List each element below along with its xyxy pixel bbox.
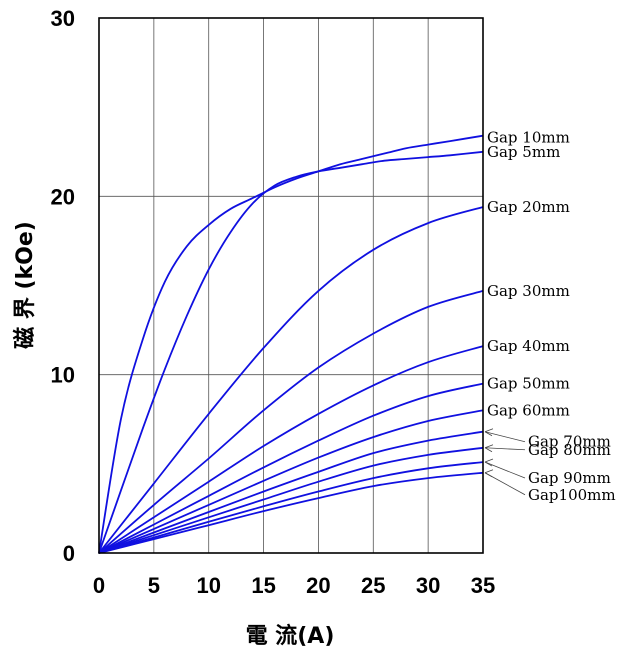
series-line-9	[98, 461, 484, 554]
series-line-10	[98, 471, 484, 554]
series-label-7: Gap 70mm	[528, 433, 611, 451]
series-label-3: Gap 30mm	[487, 282, 570, 300]
y-tick-label-1: 10	[51, 363, 75, 388]
series-label-8: Gap 80mm	[528, 441, 611, 459]
series-line-0	[98, 134, 484, 554]
y-axis-title: 磁 界 (kOe)	[12, 221, 38, 349]
x-tick-label-0: 0	[93, 573, 105, 598]
series-pointer-9	[484, 461, 526, 479]
series-label-9: Gap 90mm	[528, 469, 611, 487]
series-line-8	[98, 446, 484, 554]
x-tick-label-2: 10	[196, 573, 220, 598]
x-tick-label-7: 35	[471, 573, 495, 598]
series-label-5: Gap 50mm	[487, 375, 570, 393]
plot-frame	[98, 17, 484, 554]
series-line-5	[98, 382, 484, 554]
series-pointer-8	[484, 447, 526, 451]
series-label-1: Gap 5mm	[487, 143, 560, 161]
series-line-2	[98, 206, 484, 554]
series-lines	[98, 134, 484, 554]
x-tick-label-5: 25	[361, 573, 385, 598]
series-pointer-arrow-8	[484, 444, 494, 453]
x-tick-label-1: 5	[148, 573, 160, 598]
series-line-4	[98, 345, 484, 554]
plot-border	[98, 17, 484, 554]
x-tick-label-4: 20	[306, 573, 330, 598]
series-label-0: Gap 10mm	[487, 129, 570, 147]
series-label-6: Gap 60mm	[487, 401, 570, 419]
series-label-10: Gap100mm	[528, 486, 616, 504]
y-tick-label-0: 0	[63, 541, 75, 566]
x-tick-label-6: 30	[416, 573, 440, 598]
series-pointer-7	[484, 431, 526, 443]
series-line-7	[98, 430, 484, 554]
series-label-4: Gap 40mm	[487, 337, 570, 355]
grid	[98, 17, 484, 554]
series-line-3	[98, 290, 484, 554]
series-label-2: Gap 20mm	[487, 198, 570, 216]
series-pointer-arrow-9	[484, 458, 494, 467]
series-pointer-arrow-10	[484, 469, 494, 478]
x-axis-title: 電 流(A)	[246, 623, 335, 648]
y-tick-label-2: 20	[51, 184, 75, 209]
tick-labels: 0 5 10 15 20 25 30 35 0 10 20 30	[51, 6, 496, 598]
series-line-1	[98, 150, 484, 554]
x-tick-label-3: 15	[251, 573, 275, 598]
series-pointer-arrow-7	[484, 428, 494, 437]
series-line-6	[98, 409, 484, 554]
y-tick-label-3: 30	[51, 6, 75, 31]
